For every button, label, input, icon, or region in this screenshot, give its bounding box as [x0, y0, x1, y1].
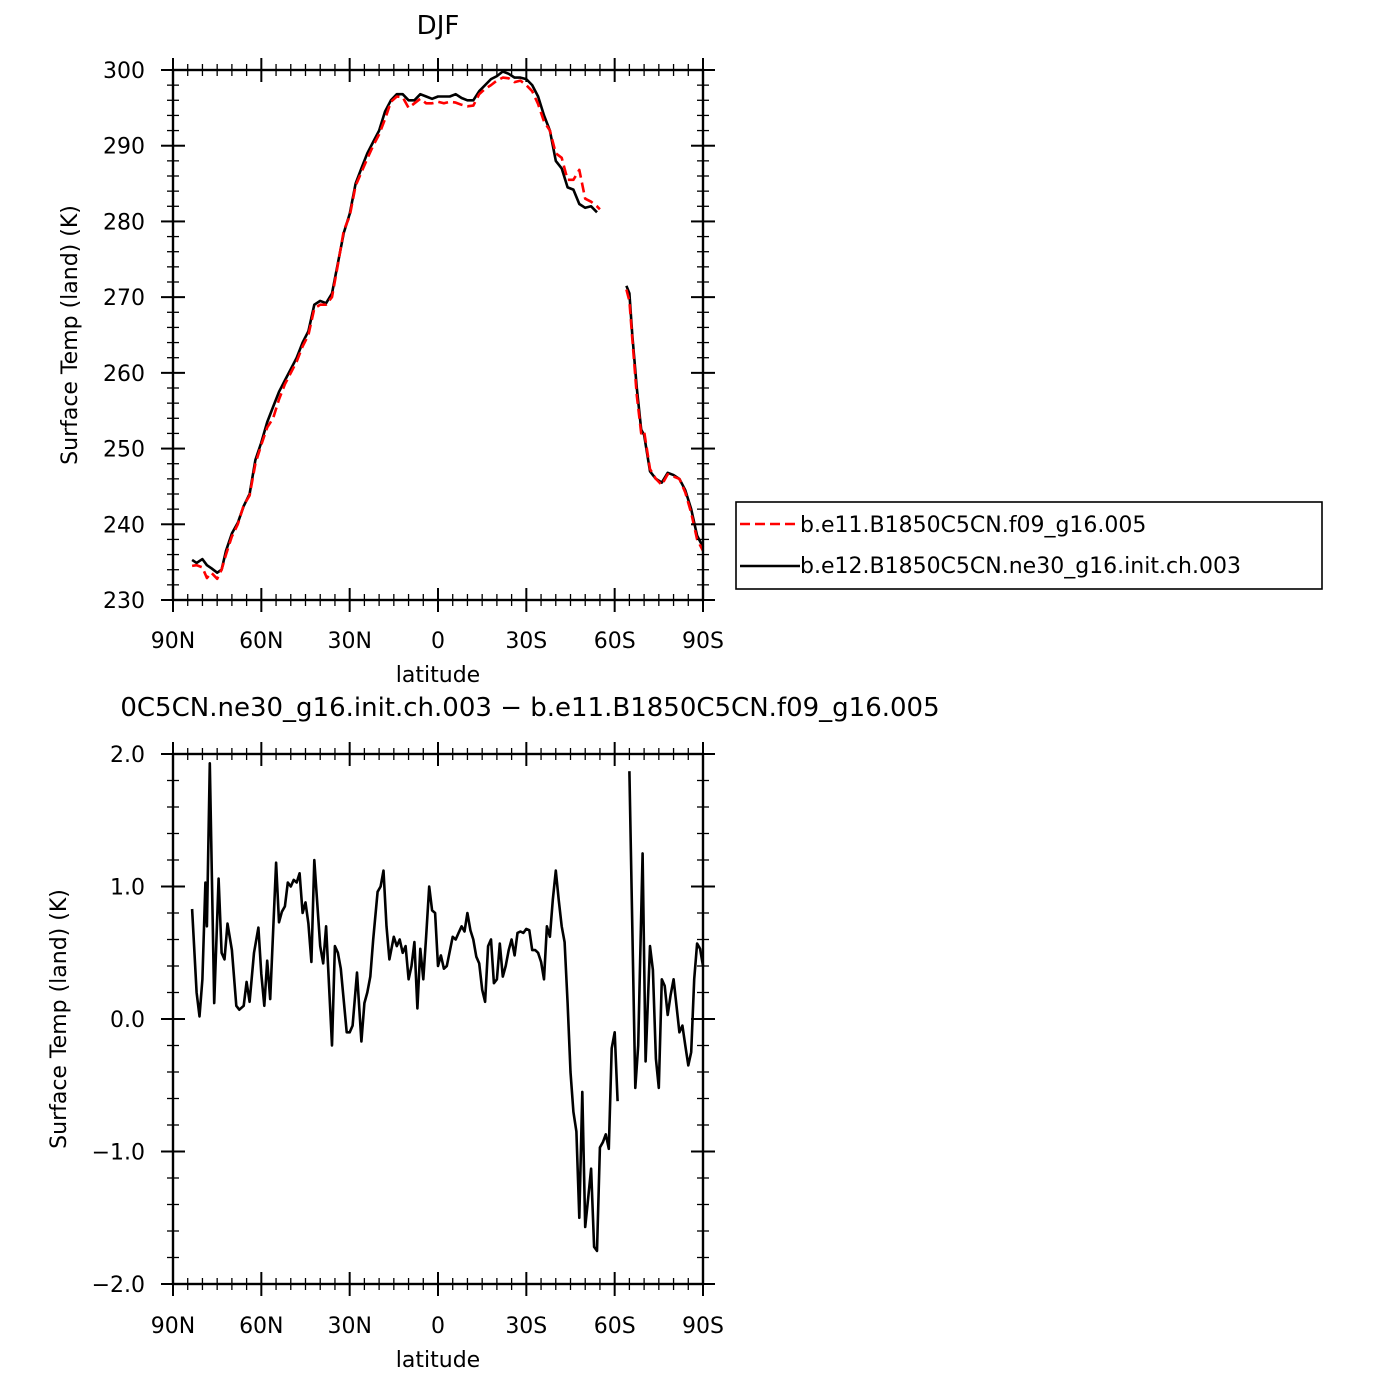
- bottom-series-line: [190, 761, 619, 1253]
- top-y-axis-label: Surface Temp (land) (K): [58, 205, 83, 465]
- legend-label: b.e12.B1850C5CN.ne30_g16.init.ch.003: [800, 554, 1241, 579]
- bottom-ticks: [161, 742, 715, 1296]
- top-y-tick-label: 240: [103, 513, 145, 538]
- top-title: DJF: [417, 11, 460, 41]
- bottom-y-tick-labels: −2.0 −1.0 0.0 1.0 2.0: [92, 743, 145, 1298]
- bottom-x-tick-label: 60N: [239, 1314, 283, 1339]
- top-series-line: [191, 76, 601, 581]
- bottom-title: 0C5CN.ne30_g16.init.ch.003 − b.e11.B1850…: [120, 693, 939, 723]
- legend: b.e11.B1850C5CN.f09_g16.005 b.e12.B1850C…: [735, 501, 1323, 590]
- top-x-tick-labels: 90N 60N 30N 0 30S 60S 90S: [151, 629, 724, 654]
- bottom-y-tick-label: 1.0: [110, 876, 145, 901]
- bottom-x-axis-label: latitude: [396, 1348, 480, 1373]
- top-y-tick-label: 270: [103, 286, 145, 311]
- bottom-y-tick-label: 0.0: [110, 1008, 145, 1033]
- top-series-layer: [191, 70, 705, 581]
- bottom-x-tick-label: 30N: [327, 1314, 371, 1339]
- bottom-x-tick-label: 90S: [682, 1314, 724, 1339]
- legend-box: [735, 501, 1323, 590]
- bottom-series-line: [628, 771, 705, 1090]
- top-y-tick-label: 230: [103, 589, 145, 614]
- top-y-tick-label: 250: [103, 438, 145, 463]
- top-y-tick-label: 290: [103, 135, 145, 160]
- top-y-tick-label: 280: [103, 210, 145, 235]
- top-panel: DJF 90N 60N 30N 0 30S 60S 90S 230 240 25…: [58, 11, 724, 688]
- top-x-axis-label: latitude: [396, 663, 480, 688]
- top-y-tick-label: 300: [103, 59, 145, 84]
- top-y-tick-label: 260: [103, 362, 145, 387]
- bottom-y-tick-label: −1.0: [92, 1141, 145, 1166]
- top-series-line: [625, 285, 705, 548]
- bottom-x-tick-labels: 90N 60N 30N 0 30S 60S 90S: [151, 1314, 724, 1339]
- top-x-tick-label: 60S: [594, 629, 636, 654]
- legend-label: b.e11.B1850C5CN.f09_g16.005: [800, 513, 1146, 538]
- top-ticks: [161, 58, 715, 612]
- top-x-tick-label: 30N: [327, 629, 371, 654]
- bottom-panel: 0C5CN.ne30_g16.init.ch.003 − b.e11.B1850…: [47, 693, 940, 1373]
- bottom-x-tick-label: 30S: [505, 1314, 547, 1339]
- top-plot-frame: [171, 68, 705, 602]
- top-series-line: [191, 70, 598, 575]
- bottom-x-tick-label: 60S: [594, 1314, 636, 1339]
- top-series-line: [625, 289, 705, 552]
- bottom-x-tick-label: 0: [431, 1314, 445, 1339]
- bottom-series-layer: [190, 761, 705, 1253]
- top-x-tick-label: 60N: [239, 629, 283, 654]
- top-x-tick-label: 30S: [505, 629, 547, 654]
- bottom-y-axis-label: Surface Temp (land) (K): [47, 889, 72, 1149]
- top-x-tick-label: 0: [431, 629, 445, 654]
- bottom-plot-frame: [171, 752, 705, 1286]
- bottom-y-tick-label: −2.0: [92, 1273, 145, 1298]
- top-x-tick-label: 90S: [682, 629, 724, 654]
- bottom-x-tick-label: 90N: [151, 1314, 195, 1339]
- top-y-tick-labels: 230 240 250 260 270 280 290 300: [103, 59, 145, 614]
- bottom-y-tick-label: 2.0: [110, 743, 145, 768]
- top-x-tick-label: 90N: [151, 629, 195, 654]
